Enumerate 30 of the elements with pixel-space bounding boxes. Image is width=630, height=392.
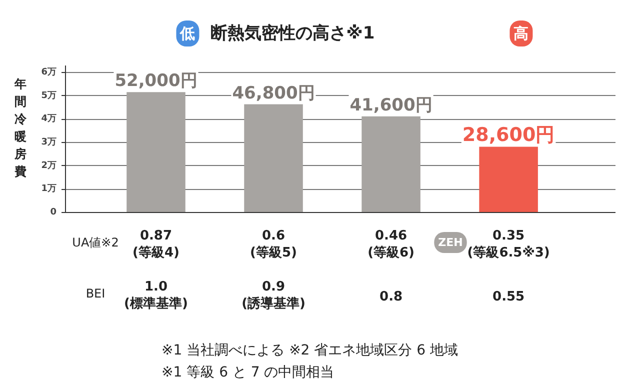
text: ZEH <box>438 236 463 249</box>
text: 高 <box>514 24 529 42</box>
annotation: 41,600円 <box>350 95 432 116</box>
annotation: 46,800円 <box>232 83 315 104</box>
text: BEI <box>86 286 106 300</box>
text: 0.46 (等級6) <box>368 228 415 261</box>
y-tick-label: 3万 <box>41 138 57 148</box>
text: 0.35 (等級6.5※3) <box>467 228 550 261</box>
text: 低 <box>179 24 196 42</box>
text: 0.87 (等級4) <box>132 228 180 261</box>
text: ※1 当社調べによる ※2 省エネ地域区分 6 地域 <box>162 342 458 358</box>
text: UA値※2 <box>72 236 119 250</box>
text: 0.6 (等級5) <box>250 228 297 261</box>
y-tick-label: 5万 <box>41 90 57 101</box>
y-axis-title: 年間冷暖房費 <box>14 77 28 179</box>
bar <box>126 91 186 212</box>
text: 1.0 (標準基準) <box>124 279 188 312</box>
bar <box>362 115 420 212</box>
y-tick-label: 6万 <box>41 68 57 78</box>
y-tick-label: 1万 <box>41 184 57 194</box>
annotation: 52,000円 <box>114 71 198 92</box>
annotation: 28,600円 <box>462 124 555 146</box>
y-tick-label: 4万 <box>41 114 57 124</box>
text: ※1 等級 6 と 7 の中間相当 <box>162 364 334 380</box>
chart-title: 断熱気密性の高さ※1 <box>210 24 375 44</box>
text: 0.9 (誘導基準) <box>242 279 306 312</box>
y-tick-label: 0 <box>50 208 57 218</box>
text: 0.55 <box>492 290 525 304</box>
y-tick-label: 2万 <box>41 160 57 171</box>
text: 0.8 <box>380 290 403 304</box>
